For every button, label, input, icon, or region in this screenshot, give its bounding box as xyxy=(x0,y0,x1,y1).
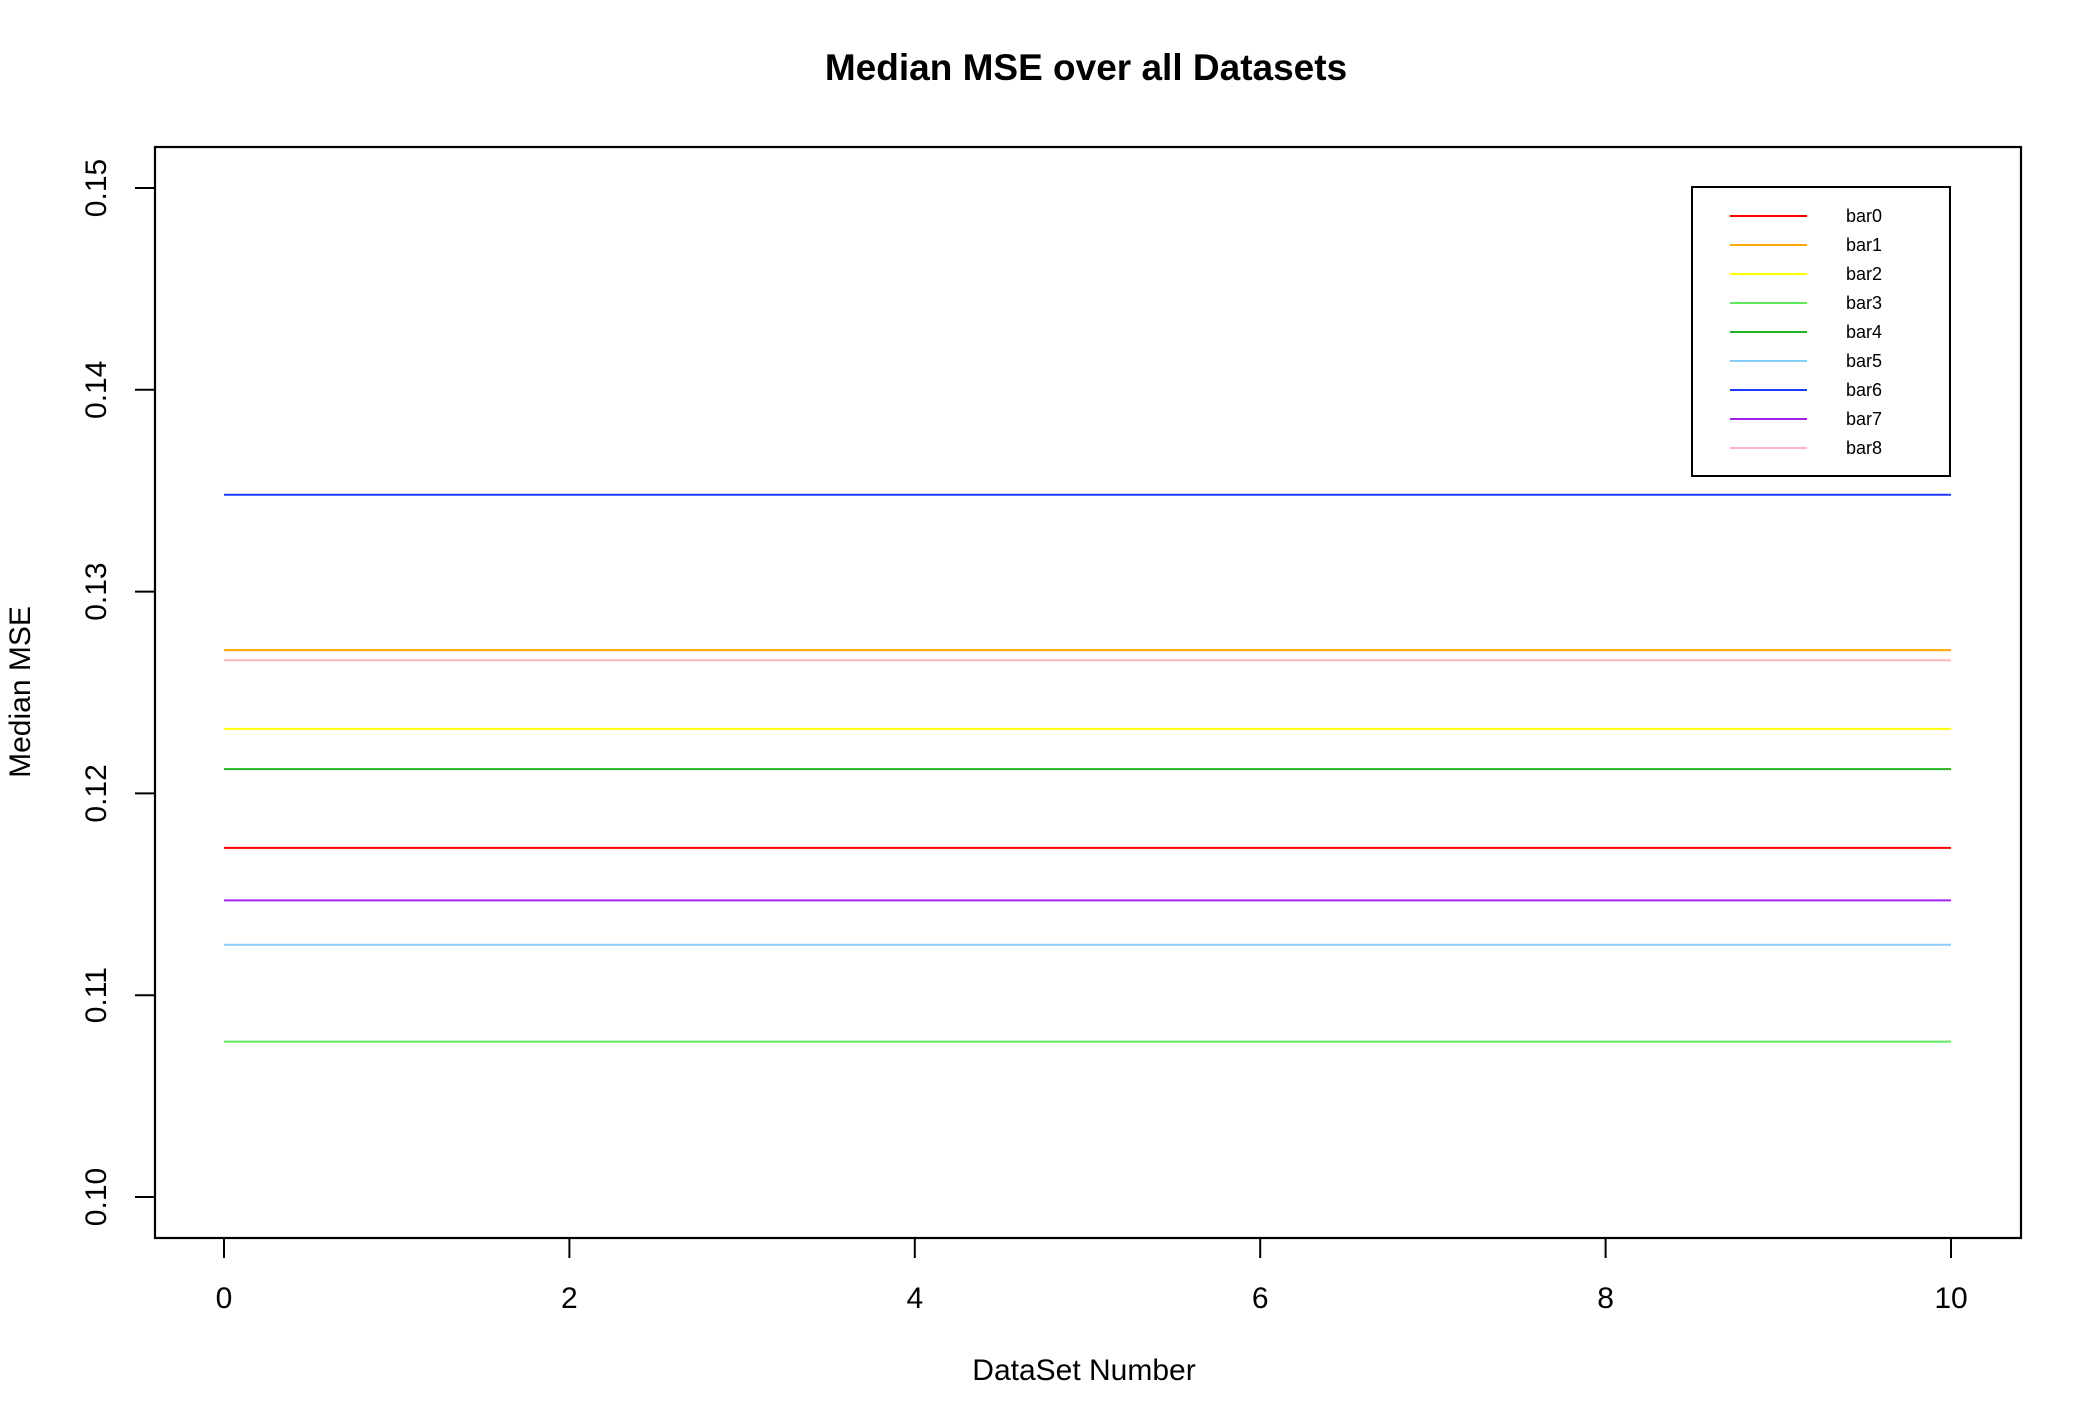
chart-title: Median MSE over all Datasets xyxy=(825,47,1347,88)
y-tick-label: 0.14 xyxy=(80,361,113,419)
y-axis-label: Median MSE xyxy=(4,606,37,778)
y-tick-label: 0.13 xyxy=(80,562,113,620)
x-tick-label: 6 xyxy=(1252,1282,1269,1315)
legend-label-bar5: bar5 xyxy=(1846,351,1882,371)
y-tick-label: 0.12 xyxy=(80,764,113,822)
x-tick-label: 4 xyxy=(906,1282,923,1315)
y-axis: 0.10 0.11 0.12 0.13 0.14 0.15 xyxy=(80,159,156,1226)
y-tick-label: 0.10 xyxy=(80,1168,113,1226)
legend-label-bar7: bar7 xyxy=(1846,409,1882,429)
legend-label-bar2: bar2 xyxy=(1846,264,1882,284)
x-tick-label: 0 xyxy=(216,1282,233,1315)
x-axis: 0 2 4 6 8 10 xyxy=(216,1237,1968,1315)
x-tick-label: 8 xyxy=(1597,1282,1614,1315)
x-tick-label: 2 xyxy=(561,1282,578,1315)
x-tick-label: 10 xyxy=(1934,1282,1967,1315)
legend-label-bar8: bar8 xyxy=(1846,438,1882,458)
x-axis-label: DataSet Number xyxy=(972,1354,1195,1387)
legend-label-bar4: bar4 xyxy=(1846,322,1882,342)
series-lines xyxy=(224,493,1951,1043)
legend-label-bar1: bar1 xyxy=(1846,235,1882,255)
legend-label-bar0: bar0 xyxy=(1846,206,1882,226)
legend-label-bar3: bar3 xyxy=(1846,293,1882,313)
y-tick-label: 0.11 xyxy=(80,967,113,1023)
y-tick-label: 0.15 xyxy=(80,159,113,217)
legend: bar0 bar1 bar2 bar3 bar4 bar5 bar6 bar7 bar8 xyxy=(1691,186,1951,477)
legend-label-bar6: bar6 xyxy=(1846,380,1882,400)
